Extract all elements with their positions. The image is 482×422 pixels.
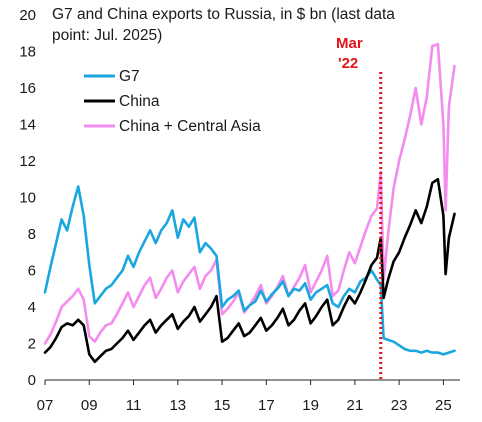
x-tick-label: 07 bbox=[37, 397, 54, 414]
chart-title-line-2: point: Jul. 2025) bbox=[52, 27, 162, 44]
chart-series-layer bbox=[43, 42, 456, 364]
chart-legend: G7 China China + Central Asia bbox=[84, 68, 261, 135]
y-tick-label: 12 bbox=[19, 153, 36, 170]
legend-label-china: China bbox=[119, 93, 160, 110]
annotation-label-line-2: '22 bbox=[338, 55, 358, 72]
annotation-label-line-1: Mar bbox=[336, 35, 363, 52]
x-tick-label: 19 bbox=[302, 397, 319, 414]
y-tick-label: 6 bbox=[28, 263, 36, 280]
x-tick-label: 13 bbox=[169, 397, 186, 414]
y-tick-label: 8 bbox=[28, 226, 36, 243]
y-tick-label: 0 bbox=[28, 372, 36, 389]
series-line-g7 bbox=[43, 185, 456, 356]
chart-annotation: Mar '22 bbox=[336, 35, 383, 380]
y-tick-label: 14 bbox=[19, 117, 36, 134]
x-tick-label: 09 bbox=[81, 397, 98, 414]
y-tick-label: 4 bbox=[28, 299, 36, 316]
chart-axes: 0 2 4 6 8 10 12 14 16 18 20 07 09 11 13 15 17 19 21 23 25 bbox=[19, 7, 460, 414]
x-tick-label: 23 bbox=[391, 397, 408, 414]
y-tick-label: 20 bbox=[19, 7, 36, 24]
x-tick-label: 17 bbox=[258, 397, 275, 414]
legend-label-china-central-asia: China + Central Asia bbox=[119, 118, 261, 135]
chart-title: G7 and China exports to Russia, in $ bn … bbox=[52, 6, 395, 44]
series-line-china-central-asia bbox=[43, 42, 456, 345]
y-tick-label: 16 bbox=[19, 80, 36, 97]
y-tick-label: 18 bbox=[19, 44, 36, 61]
x-tick-label: 21 bbox=[347, 397, 364, 414]
x-tick-label: 11 bbox=[126, 397, 142, 414]
y-tick-label: 10 bbox=[19, 190, 36, 207]
y-tick-label: 2 bbox=[28, 336, 36, 353]
chart-title-line-1: G7 and China exports to Russia, in $ bn … bbox=[52, 6, 395, 23]
series-line-china bbox=[43, 177, 456, 364]
legend-label-g7: G7 bbox=[119, 68, 140, 85]
x-tick-label: 25 bbox=[435, 397, 452, 414]
x-tick-label: 15 bbox=[214, 397, 231, 414]
